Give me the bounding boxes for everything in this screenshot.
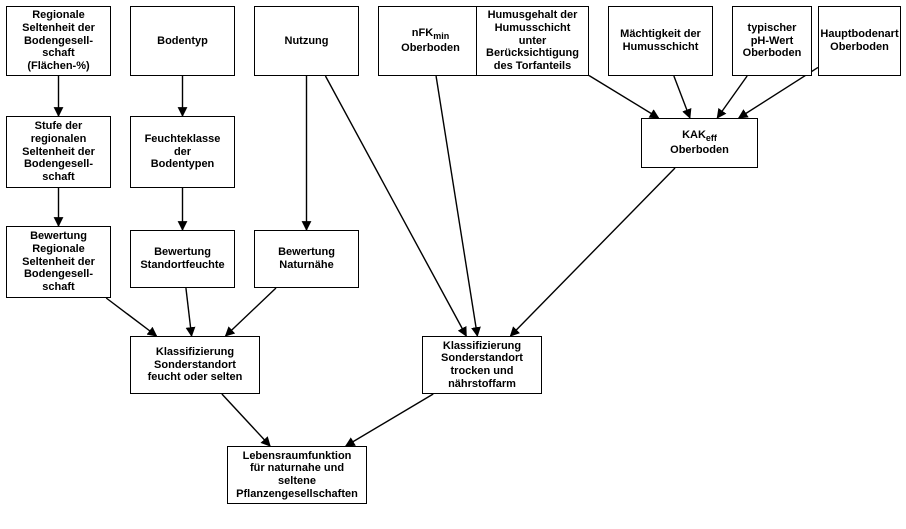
flowchart-node: RegionaleSeltenheit derBodengesell-schaf… xyxy=(6,6,111,76)
node-label: Bodentypen xyxy=(151,158,215,171)
node-label: des Torfanteils xyxy=(494,60,571,73)
node-label: (Flächen-%) xyxy=(27,60,89,73)
node-label: Bodengesell- xyxy=(24,35,93,48)
node-label: Bodentyp xyxy=(157,35,208,48)
flowchart-edge xyxy=(589,76,659,118)
flowchart-node: BewertungNaturnähe xyxy=(254,230,359,288)
flowchart-node: Bodentyp xyxy=(130,6,235,76)
flowchart-node: KAKeffOberboden xyxy=(641,118,758,168)
node-label: typischer xyxy=(748,22,797,35)
node-label: Mächtigkeit der xyxy=(620,28,701,41)
flowchart-edge xyxy=(186,288,192,336)
flowchart-edge xyxy=(325,76,466,336)
node-label: Oberboden xyxy=(830,41,889,54)
flowchart-edge xyxy=(226,288,276,336)
node-label: Klassifizierung xyxy=(443,340,521,353)
node-label: Bewertung xyxy=(278,246,335,259)
flowchart-node: BewertungStandortfeuchte xyxy=(130,230,235,288)
flowchart-edge xyxy=(717,76,747,118)
node-label: trocken und xyxy=(451,365,514,378)
flowchart-node: BewertungRegionaleSeltenheit derBodenges… xyxy=(6,226,111,298)
node-label: Nutzung xyxy=(285,35,329,48)
node-label: Humusgehalt der xyxy=(488,9,578,22)
flowchart-edge xyxy=(106,298,156,336)
flowchart-node: Lebensraumfunktionfür naturnahe undselte… xyxy=(227,446,367,504)
node-label: Naturnähe xyxy=(279,259,333,272)
flowchart-edge xyxy=(346,394,433,446)
node-label: Oberboden xyxy=(670,144,729,157)
flowchart-node: Humusgehalt derHumusschichtunterBerücksi… xyxy=(476,6,589,76)
node-label: Standortfeuchte xyxy=(140,259,224,272)
flowchart-node: FeuchteklassederBodentypen xyxy=(130,116,235,188)
node-label: Lebensraumfunktion xyxy=(243,450,352,463)
flowchart-node: Stufe derregionalenSeltenheit derBodenge… xyxy=(6,116,111,188)
node-label: regionalen xyxy=(31,133,87,146)
node-label: nährstoffarm xyxy=(448,378,516,391)
node-label: unter xyxy=(519,35,547,48)
node-label: Seltenheit der xyxy=(22,22,95,35)
node-label: Seltenheit der xyxy=(22,256,95,269)
flowchart-node: KlassifizierungSonderstandorttrocken und… xyxy=(422,336,542,394)
node-label: der xyxy=(174,146,191,159)
node-label: Oberboden xyxy=(401,42,460,55)
node-label: Regionale xyxy=(32,243,85,256)
diagram-canvas: RegionaleSeltenheit derBodengesell-schaf… xyxy=(0,0,906,529)
flowchart-edge xyxy=(674,76,690,118)
node-label: Humusschicht xyxy=(623,41,699,54)
node-label: Bodengesell- xyxy=(24,268,93,281)
node-label: Pflanzengesellschaften xyxy=(236,488,358,501)
node-label: pH-Wert xyxy=(751,35,794,48)
node-label: Bewertung xyxy=(154,246,211,259)
flowchart-node: Mächtigkeit derHumusschicht xyxy=(608,6,713,76)
node-label: für naturnahe und xyxy=(250,462,344,475)
node-label: KAKeff xyxy=(682,129,717,144)
node-label: Bewertung xyxy=(30,230,87,243)
node-label: feucht oder selten xyxy=(148,371,243,384)
node-label: seltene xyxy=(278,475,316,488)
node-label: Klassifizierung xyxy=(156,346,234,359)
node-label: schaft xyxy=(42,47,74,60)
node-label: nFKmin xyxy=(412,27,449,42)
flowchart-edge xyxy=(510,168,675,336)
flowchart-node: HauptbodenartOberboden xyxy=(818,6,901,76)
flowchart-node: Nutzung xyxy=(254,6,359,76)
flowchart-node: nFKminOberboden xyxy=(378,6,483,76)
node-label: Humusschicht xyxy=(495,22,571,35)
node-label: Sonderstandort xyxy=(154,359,236,372)
node-label: Sonderstandort xyxy=(441,352,523,365)
node-label: schaft xyxy=(42,281,74,294)
node-label: Feuchteklasse xyxy=(145,133,221,146)
flowchart-edge xyxy=(222,394,270,446)
flowchart-node: typischerpH-WertOberboden xyxy=(732,6,812,76)
node-label: Oberboden xyxy=(743,47,802,60)
node-label: Berücksichtigung xyxy=(486,47,579,60)
node-label: Hauptbodenart xyxy=(820,28,898,41)
node-label: Seltenheit der xyxy=(22,146,95,159)
node-label: Bodengesell- xyxy=(24,158,93,171)
flowchart-edge xyxy=(436,76,477,336)
flowchart-node: KlassifizierungSonderstandortfeucht oder… xyxy=(130,336,260,394)
node-label: schaft xyxy=(42,171,74,184)
node-label: Stufe der xyxy=(35,120,83,133)
node-label: Regionale xyxy=(32,9,85,22)
